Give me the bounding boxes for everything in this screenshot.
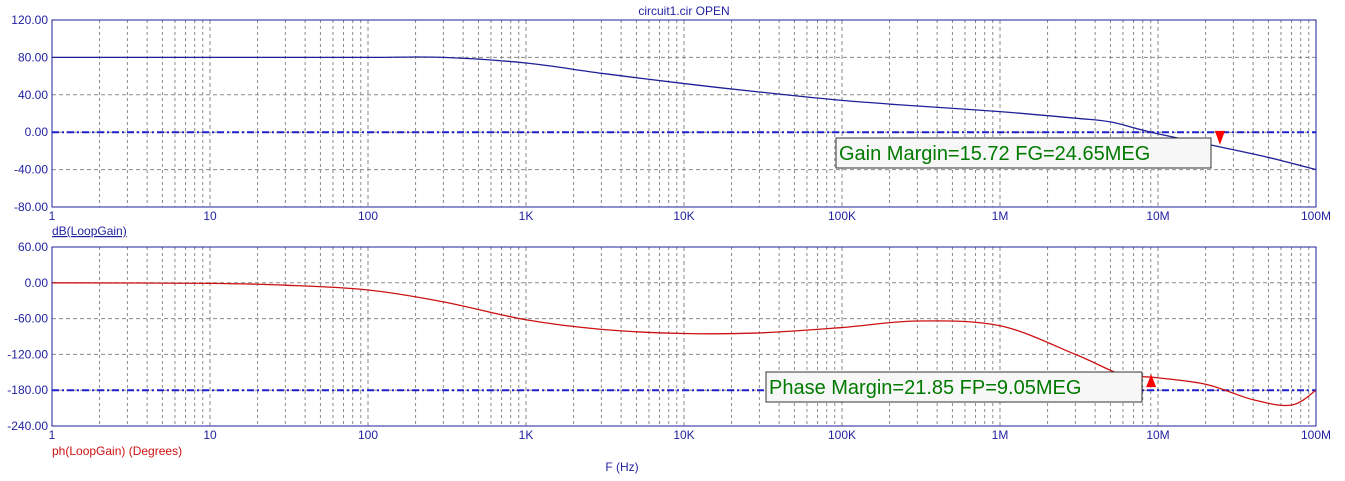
- phase-x-tick-label: 10M: [1146, 428, 1169, 442]
- gain-margin-annotation: Gain Margin=15.72 FG=24.65MEG: [835, 137, 1212, 169]
- gain-grid: [52, 20, 1316, 207]
- chart-title: circuit1.cir OPEN: [638, 4, 729, 18]
- gain-series: [51, 56, 1317, 171]
- phase-y-tick-label: 0.00: [25, 276, 49, 290]
- phase-y-label: ph(LoopGain) (Degrees): [52, 444, 182, 458]
- phase-x-tick-label: 1: [49, 428, 56, 442]
- phase-margin-marker: [1146, 374, 1157, 388]
- phase-y-tick-label: -120.00: [7, 347, 48, 361]
- phase-series: [51, 282, 1317, 407]
- gain-y-ticks: 120.00 80.00 40.00 0.00 -40.00 -80.00: [11, 13, 48, 214]
- phase-y-tick-label: -60.00: [14, 312, 48, 326]
- gain-x-tick-label: 100K: [828, 209, 856, 223]
- phase-x-tick-label: 1K: [519, 428, 534, 442]
- gain-x-tick-label: 10M: [1146, 209, 1169, 223]
- gain-y-tick-label: 120.00: [11, 13, 48, 27]
- gain-x-ticks: 1 10 100 1K 10K 100K 1M 10M 100M: [49, 209, 1331, 223]
- phase-x-tick-label: 1M: [992, 428, 1009, 442]
- gain-y-tick-label: 0.00: [25, 125, 49, 139]
- phase-x-tick-label: 100K: [828, 428, 856, 442]
- gain-y-tick-label: -40.00: [14, 163, 48, 177]
- gain-x-tick-label: 10K: [673, 209, 694, 223]
- phase-margin-marker-triangle: [1146, 374, 1157, 388]
- phase-x-ticks: 1 10 100 1K 10K 100K 1M 10M 100M: [49, 428, 1331, 442]
- phase-y-tick-label: -240.00: [7, 419, 48, 433]
- phase-y-tick-label: 60.00: [18, 240, 48, 254]
- gain-y-tick-label: -80.00: [14, 200, 48, 214]
- gain-x-tick-label: 1K: [519, 209, 534, 223]
- gain-x-tick-label: 1: [49, 209, 56, 223]
- gain-x-tick-label: 100M: [1301, 209, 1331, 223]
- gain-x-tick-label: 10: [203, 209, 217, 223]
- phase-panel: 60.00 0.00 -60.00 -120.00 -180.00 -240.00 1 10…: [7, 240, 1331, 458]
- gain-margin-marker-triangle: [1214, 130, 1225, 145]
- gain-x-tick-label: 1M: [992, 209, 1009, 223]
- gain-annotation-box: [835, 137, 1212, 169]
- phase-x-tick-label: 10K: [673, 428, 694, 442]
- phase-annotation-box: [765, 371, 1143, 403]
- gain-x-tick-label: 100: [358, 209, 378, 223]
- phase-plot-frame: [51, 246, 1317, 427]
- phase-margin-annotation: Phase Margin=21.85 FP=9.05MEG: [765, 371, 1143, 403]
- phase-x-tick-label: 100: [358, 428, 378, 442]
- gain-margin-marker: [1214, 130, 1225, 145]
- phase-series-line: [51, 282, 1317, 407]
- phase-annotation-text: Phase Margin=21.85 FP=9.05MEG: [769, 377, 1081, 399]
- x-axis-label: F (Hz): [605, 460, 638, 474]
- phase-y-tick-label: -180.00: [7, 383, 48, 397]
- gain-plot-frame: [51, 19, 1317, 208]
- phase-x-tick-label: 10: [203, 428, 217, 442]
- gain-annotation-text: Gain Margin=15.72 FG=24.65MEG: [839, 143, 1150, 165]
- gain-y-label: dB(LoopGain): [52, 224, 127, 238]
- gain-y-tick-label: 80.00: [18, 50, 48, 64]
- gain-y-tick-label: 40.00: [18, 88, 48, 102]
- gain-series-line: [51, 56, 1317, 171]
- phase-x-tick-label: 100M: [1301, 428, 1331, 442]
- phase-y-ticks: 60.00 0.00 -60.00 -120.00 -180.00 -240.00: [7, 240, 48, 433]
